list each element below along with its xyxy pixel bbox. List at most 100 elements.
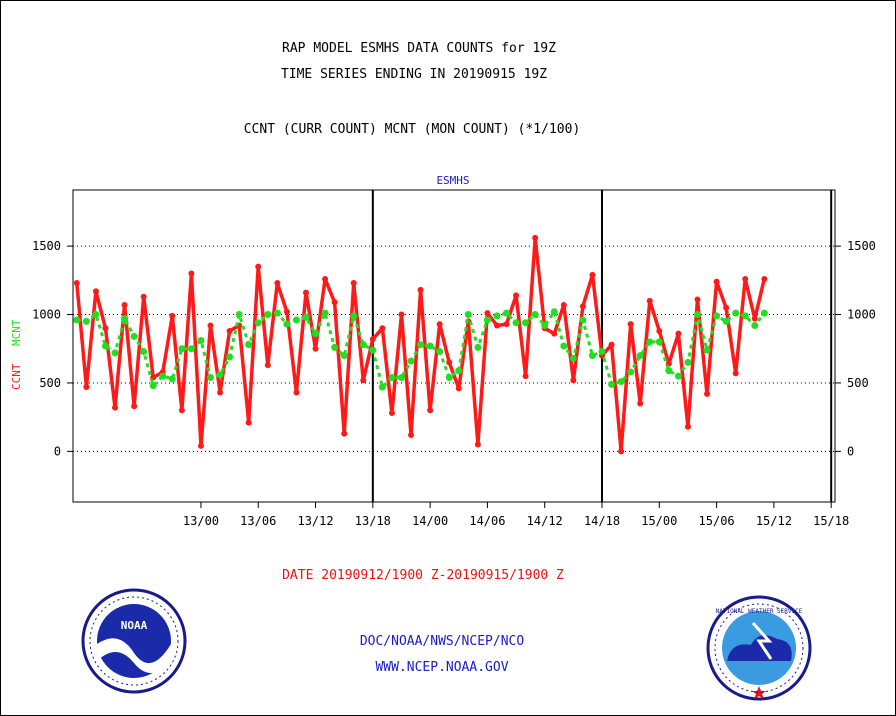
ccnt-point [694,296,701,303]
mcnt-point [121,315,129,323]
mcnt-point [283,320,291,328]
ccnt-point [264,362,271,369]
mcnt-point [464,311,472,319]
mcnt-point [617,378,625,386]
mcnt-point [140,347,148,355]
ccnt-point [73,280,80,287]
ccnt-point [312,345,319,352]
mcnt-point [254,319,262,327]
mcnt-point [321,309,329,317]
ccnt-point [245,419,252,426]
ccnt-point [656,327,663,334]
mcnt-point [111,349,119,357]
noaa-logo-text: NOAA [121,619,148,632]
ccnt-point [341,430,348,437]
mcnt-point [101,342,109,350]
ccnt-point [207,322,214,329]
y-tick-label-left: 1000 [32,308,61,322]
mcnt-point [665,367,673,375]
ccnt-point [675,330,682,337]
ccnt-point [618,448,625,455]
plot-title: ESMHS [436,174,469,187]
nws-logo-text: NATIONAL WEATHER SERVICE [716,608,803,615]
ccnt-point [579,303,586,310]
mcnt-point [703,346,711,354]
x-tick-label: 14/12 [527,514,563,528]
ccnt-point [646,297,653,304]
x-tick-label: 15/00 [641,514,677,528]
nws-logo: NATIONAL WEATHER SERVICE [706,595,812,701]
ccnt-point [551,330,558,337]
mcnt-point [560,342,568,350]
mcnt-point [722,317,730,325]
mcnt-point [82,317,90,325]
mcnt-point [483,316,491,324]
mcnt-point [340,352,348,360]
mcnt-point [493,312,501,320]
website-link[interactable]: WWW.NCEP.NOAA.GOV [375,660,508,675]
mcnt-point [732,309,740,317]
mcnt-point [73,316,81,324]
y-tick-label-left: 500 [39,376,61,390]
ccnt-point [102,325,109,332]
ccnt-point [226,327,233,334]
x-tick-label: 13/12 [297,514,333,528]
x-tick-label: 15/12 [756,514,792,528]
ccnt-point [388,410,395,417]
mcnt-point [292,316,300,324]
ccnt-point [92,288,99,295]
y-axis-label-ccnt: CCNT [10,363,23,390]
ccnt-point [503,321,510,328]
mcnt-point [397,373,405,381]
ccnt-point [761,275,768,282]
x-tick-label: 14/06 [469,514,505,528]
ccnt-point [331,299,338,306]
x-tick-label: 15/18 [813,514,849,528]
ccnt-point [608,341,615,348]
ccnt-point [83,384,90,391]
mcnt-point [359,341,367,349]
ccnt-point [379,325,386,332]
ccnt-point [751,315,758,322]
ccnt-point [322,275,329,282]
ccnt-point [140,293,147,300]
ccnt-point [178,407,185,414]
y-axis-label-mcnt: MCNT [10,319,23,346]
mcnt-point [168,375,176,383]
mcnt-point [264,311,272,319]
mcnt-point [302,313,310,321]
ccnt-point [742,275,749,282]
ccnt-point [570,377,577,384]
ccnt-point [684,423,691,430]
y-tick-label-left: 1500 [32,239,61,253]
mcnt-point [579,316,587,324]
plot-frame [72,189,836,503]
x-tick-label: 14/00 [412,514,448,528]
mcnt-point [245,341,253,349]
mcnt-point [693,311,701,319]
mcnt-point [149,382,157,390]
ccnt-point [197,442,204,449]
mcnt-point [92,311,100,319]
ccnt-point [723,304,730,311]
ccnt-point [188,270,195,277]
mcnt-point [627,368,635,376]
ccnt-point [302,289,309,296]
mcnt-point [436,347,444,355]
ccnt-point [293,389,300,396]
ccnt-point [398,311,405,318]
mcnt-point [550,308,558,316]
mcnt-point [130,332,138,340]
ccnt-point [513,292,520,299]
mcnt-point [207,373,215,381]
mcnt-point [178,345,186,353]
ccnt-point [532,234,539,241]
axis-layer: 0 0 500 500 1000 1000 1500 1500 13/00 13/06 13/12 1… [32,189,876,528]
mcnt-point [512,319,520,327]
ccnt-point [360,377,367,384]
ccnt-point [274,280,281,287]
mcnt-point [751,321,759,329]
mcnt-point [388,373,396,381]
x-tick-label: 14/18 [584,514,620,528]
